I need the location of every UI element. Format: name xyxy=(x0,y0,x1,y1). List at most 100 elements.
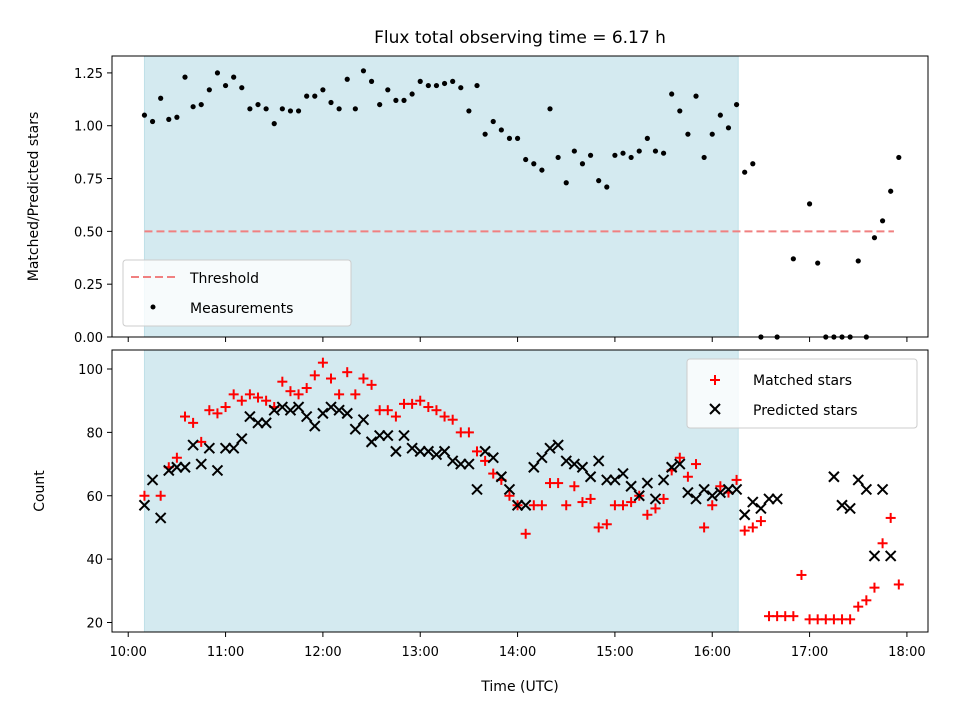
matched-star-point xyxy=(626,497,637,508)
matched-star-point xyxy=(196,436,207,447)
predicted-star-point xyxy=(503,483,516,496)
matched-star-point xyxy=(731,474,742,485)
predicted-star-point xyxy=(568,458,581,470)
measurement-point xyxy=(571,148,577,154)
predicted-star-point xyxy=(876,483,889,496)
measurement-point xyxy=(620,150,626,156)
x-tick-label: 16:00 xyxy=(694,645,731,660)
predicted-star-point xyxy=(560,455,572,467)
predicted-star-point xyxy=(349,423,362,435)
measurement-point xyxy=(174,114,180,120)
measurement-point xyxy=(604,184,610,190)
measurement-point xyxy=(368,78,375,84)
predicted-star-point xyxy=(163,464,175,477)
predicted-star-point xyxy=(236,433,248,445)
measurement-point xyxy=(490,118,496,125)
measurement-point xyxy=(888,188,894,194)
predicted-star-point xyxy=(333,404,345,416)
matched-star-point xyxy=(382,405,393,416)
matched-star-point xyxy=(326,373,337,384)
predicted-star-point xyxy=(836,499,848,511)
top-y-ticks: 0.00 0.25 0.50 0.75 1.00 1.25 xyxy=(74,67,112,346)
predicted-star-point xyxy=(292,401,305,413)
matched-star-point xyxy=(317,357,328,368)
measurement-point xyxy=(206,87,212,93)
matched-star-point xyxy=(220,402,231,413)
matched-star-point xyxy=(204,405,215,416)
predicted-star-point xyxy=(552,439,564,451)
measurement-point xyxy=(320,87,326,93)
x-tick-label: 17:00 xyxy=(791,645,828,660)
matched-star-point xyxy=(739,525,750,536)
predicted-star-point xyxy=(884,550,897,562)
predicted-star-point xyxy=(592,455,605,467)
matched-star-point xyxy=(350,389,361,400)
matched-star-point xyxy=(869,582,880,593)
predicted-star-point xyxy=(682,486,694,499)
matched-star-point xyxy=(877,538,888,549)
measurement-point xyxy=(879,218,886,224)
measurement-point xyxy=(677,108,683,114)
predicted-star-point xyxy=(244,410,256,423)
measurement-point xyxy=(279,106,285,112)
predicted-star-point xyxy=(455,458,467,470)
top-x-ticks xyxy=(127,337,908,342)
bottom-panel: 20 40 60 80 100 10:00 11:00 12:00 13:00 14:00 15:… xyxy=(32,349,929,695)
top-y-tick-label: 0.50 xyxy=(74,225,103,240)
bottom-axes-frame xyxy=(111,349,929,633)
bottom-x-ticks: 10:00 11:00 12:00 13:00 14:00 15:00 16:00 17:00… xyxy=(109,632,926,660)
predicted-star-point xyxy=(187,439,199,451)
measurement-point xyxy=(304,93,310,99)
predicted-star-point xyxy=(657,474,670,486)
matched-star-point xyxy=(301,383,312,394)
predicted-star-point xyxy=(260,417,272,429)
matched-star-point xyxy=(577,497,588,508)
measurement-point xyxy=(596,178,602,184)
predicted-star-point xyxy=(747,496,759,508)
predicted-star-point xyxy=(463,458,475,470)
matched-star-point xyxy=(480,455,491,466)
x-tick-label: 12:00 xyxy=(304,645,341,660)
predicted-star-point xyxy=(252,417,264,429)
matched-star-point xyxy=(861,595,872,606)
predicted-star-point xyxy=(365,436,378,448)
measurement-point xyxy=(450,78,456,84)
matched-star-point xyxy=(885,512,896,523)
predicted-star-point xyxy=(722,483,735,496)
measurement-point xyxy=(563,180,569,186)
matched-star-point xyxy=(293,389,304,400)
measurement-point xyxy=(482,131,488,137)
predicted-star-point xyxy=(154,512,167,524)
predicted-star-point xyxy=(203,442,216,454)
predicted-star-point xyxy=(179,461,191,473)
threshold-legend-label: Threshold xyxy=(189,271,259,287)
matched-star-point xyxy=(342,367,353,378)
predicted-star-point xyxy=(625,480,637,492)
bottom-y-tick-label: 40 xyxy=(86,553,103,568)
matched-star-point xyxy=(180,411,191,422)
measurement-point xyxy=(466,108,472,114)
predicted-star-point xyxy=(755,502,767,515)
matched-star-point xyxy=(674,452,685,463)
predicted-star-point xyxy=(325,401,337,413)
matched-star-point xyxy=(642,509,653,520)
measurement-point xyxy=(474,82,480,89)
predicted-star-point xyxy=(341,407,353,420)
predicted-star-point xyxy=(544,442,556,454)
matched-star-point xyxy=(585,493,596,504)
matched-star-point xyxy=(155,490,166,501)
measurement-point xyxy=(523,156,529,163)
matched-star-point xyxy=(244,389,255,400)
measurement-point xyxy=(222,82,229,89)
x-tick-label: 11:00 xyxy=(207,645,244,660)
matched-star-point xyxy=(747,522,758,533)
matched-star-point xyxy=(715,481,726,492)
matched-star-point xyxy=(366,379,377,390)
measurement-point xyxy=(742,169,748,175)
predicted-star-point xyxy=(868,550,881,562)
measurement-point xyxy=(531,161,537,167)
measurement-point xyxy=(896,154,902,161)
x-axis-label: Time (UTC) xyxy=(480,679,558,695)
matched-star-point xyxy=(561,500,572,511)
